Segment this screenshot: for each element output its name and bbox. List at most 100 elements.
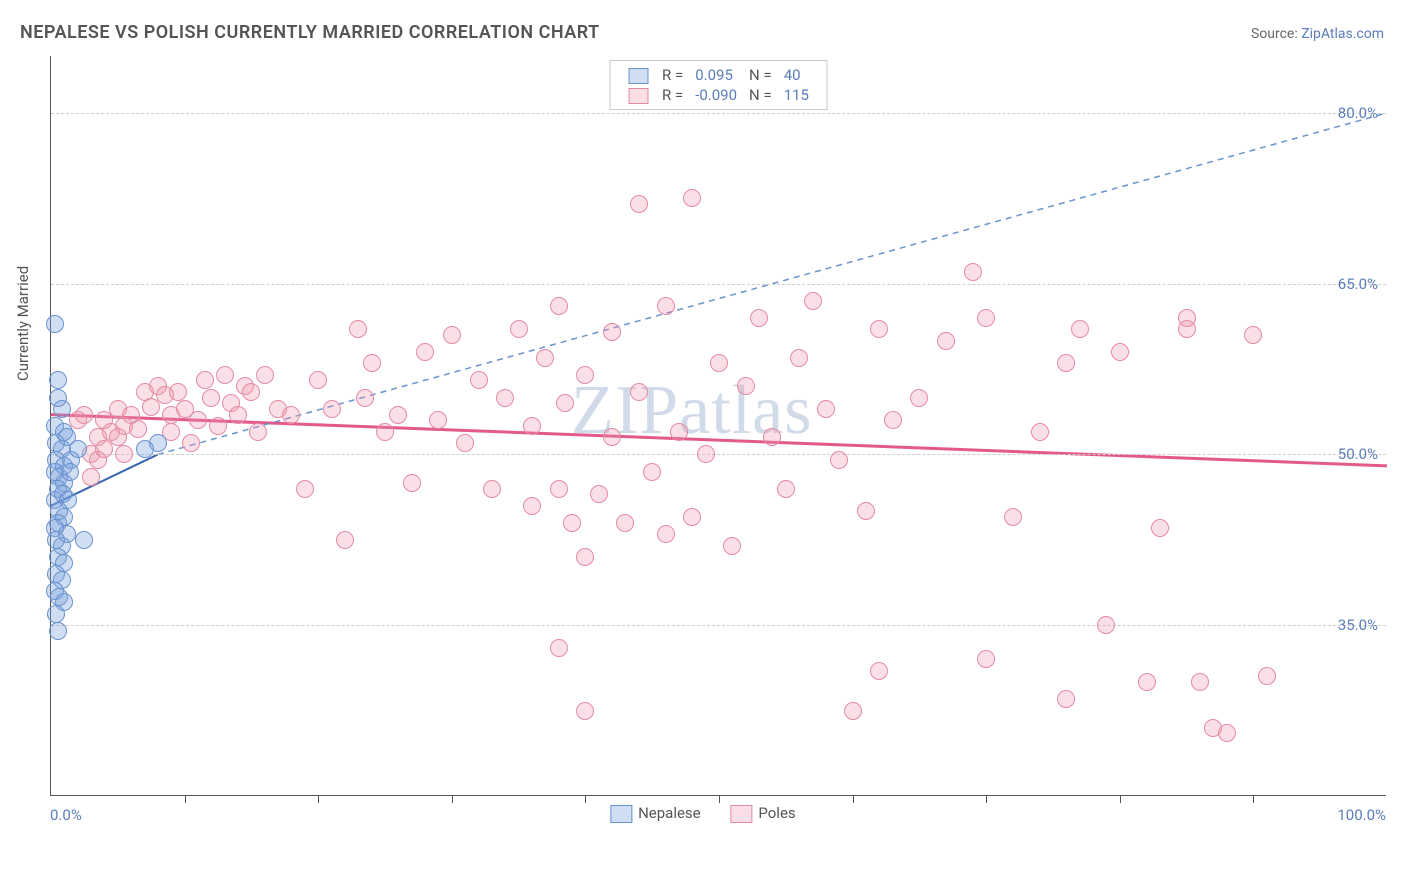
data-point-nepalese: [53, 400, 71, 418]
data-point-poles: [964, 263, 982, 281]
n-label: N =: [743, 65, 778, 85]
data-point-poles: [1111, 343, 1129, 361]
data-point-nepalese: [46, 315, 64, 333]
x-tick: [853, 795, 854, 803]
swatch-nepalese: [628, 68, 648, 84]
data-point-poles: [683, 189, 701, 207]
data-point-poles: [790, 349, 808, 367]
data-point-poles: [470, 371, 488, 389]
legend-label: Poles: [758, 804, 795, 822]
source-prefix: Source:: [1251, 26, 1301, 42]
legend-stats-row: R = 0.095 N = 40: [622, 65, 815, 85]
legend-item-nepalese: Nepalese: [610, 804, 700, 823]
swatch-poles: [628, 88, 648, 104]
data-point-poles: [1178, 309, 1196, 327]
data-point-poles: [1151, 519, 1169, 537]
legend-label: Nepalese: [638, 804, 701, 822]
data-point-poles: [1191, 673, 1209, 691]
data-point-poles: [1004, 508, 1022, 526]
data-point-poles: [229, 406, 247, 424]
r-label: R =: [656, 65, 689, 85]
data-point-poles: [844, 702, 862, 720]
data-point-poles: [857, 502, 875, 520]
data-point-poles: [1071, 320, 1089, 338]
data-point-poles: [242, 383, 260, 401]
n-value: 115: [778, 85, 815, 105]
data-point-poles: [977, 309, 995, 327]
data-point-nepalese: [49, 622, 67, 640]
data-point-poles: [563, 514, 581, 532]
data-point-poles: [590, 485, 608, 503]
data-point-poles: [216, 366, 234, 384]
legend-stats-row: R = -0.090 N = 115: [622, 85, 815, 105]
data-point-poles: [1031, 423, 1049, 441]
data-point-poles: [202, 389, 220, 407]
data-point-poles: [1244, 326, 1262, 344]
legend-item-poles: Poles: [731, 804, 796, 823]
data-point-nepalese: [136, 440, 154, 458]
data-point-poles: [169, 383, 187, 401]
data-point-poles: [804, 292, 822, 310]
gridline: [51, 113, 1386, 114]
data-point-poles: [777, 480, 795, 498]
x-tick: [986, 795, 987, 803]
data-point-nepalese: [47, 605, 65, 623]
x-tick: [318, 795, 319, 803]
data-point-poles: [282, 406, 300, 424]
data-point-poles: [657, 297, 675, 315]
source-link[interactable]: ZipAtlas.com: [1301, 26, 1384, 42]
data-point-poles: [182, 434, 200, 452]
data-point-nepalese: [75, 531, 93, 549]
data-point-poles: [403, 474, 421, 492]
data-point-poles: [657, 525, 675, 543]
swatch-nepalese: [610, 805, 632, 823]
data-point-poles: [189, 411, 207, 429]
data-point-poles: [723, 537, 741, 555]
data-point-poles: [710, 354, 728, 372]
data-point-poles: [129, 420, 147, 438]
data-point-poles: [830, 451, 848, 469]
trend-line: [51, 415, 1387, 466]
y-tick-label: 50.0%: [1338, 445, 1378, 463]
data-point-poles: [576, 702, 594, 720]
y-tick-label: 35.0%: [1338, 616, 1378, 634]
data-point-poles: [763, 428, 781, 446]
data-point-poles: [1258, 667, 1276, 685]
data-point-poles: [977, 650, 995, 668]
data-point-poles: [1218, 724, 1236, 742]
data-point-poles: [576, 366, 594, 384]
data-point-poles: [249, 423, 267, 441]
data-point-poles: [556, 394, 574, 412]
data-point-poles: [1057, 690, 1075, 708]
data-point-poles: [443, 326, 461, 344]
x-tick: [719, 795, 720, 803]
data-point-poles: [376, 423, 394, 441]
swatch-poles: [731, 805, 753, 823]
x-tick: [585, 795, 586, 803]
data-point-poles: [737, 377, 755, 395]
data-point-poles: [884, 411, 902, 429]
data-point-poles: [510, 320, 528, 338]
data-point-poles: [256, 366, 274, 384]
plot-area: ZIPatlas R = 0.095 N = 40 R = -0.090 N =…: [50, 56, 1386, 796]
x-tick: [452, 795, 453, 803]
data-point-poles: [389, 406, 407, 424]
data-point-poles: [309, 371, 327, 389]
source-label: Source: ZipAtlas.com: [1251, 26, 1384, 42]
x-axis-max-label: 100.0%: [1337, 806, 1386, 824]
chart-title: NEPALESE VS POLISH CURRENTLY MARRIED COR…: [20, 22, 600, 43]
data-point-poles: [429, 411, 447, 429]
y-axis-label: Currently Married: [14, 266, 32, 381]
data-point-poles: [870, 320, 888, 338]
data-point-poles: [115, 445, 133, 463]
data-point-poles: [603, 428, 621, 446]
data-point-poles: [523, 497, 541, 515]
data-point-poles: [323, 400, 341, 418]
data-point-poles: [616, 514, 634, 532]
data-point-poles: [910, 389, 928, 407]
data-point-poles: [576, 548, 594, 566]
data-point-nepalese: [61, 463, 79, 481]
data-point-poles: [697, 445, 715, 463]
data-point-poles: [209, 417, 227, 435]
y-tick-label: 65.0%: [1338, 275, 1378, 293]
